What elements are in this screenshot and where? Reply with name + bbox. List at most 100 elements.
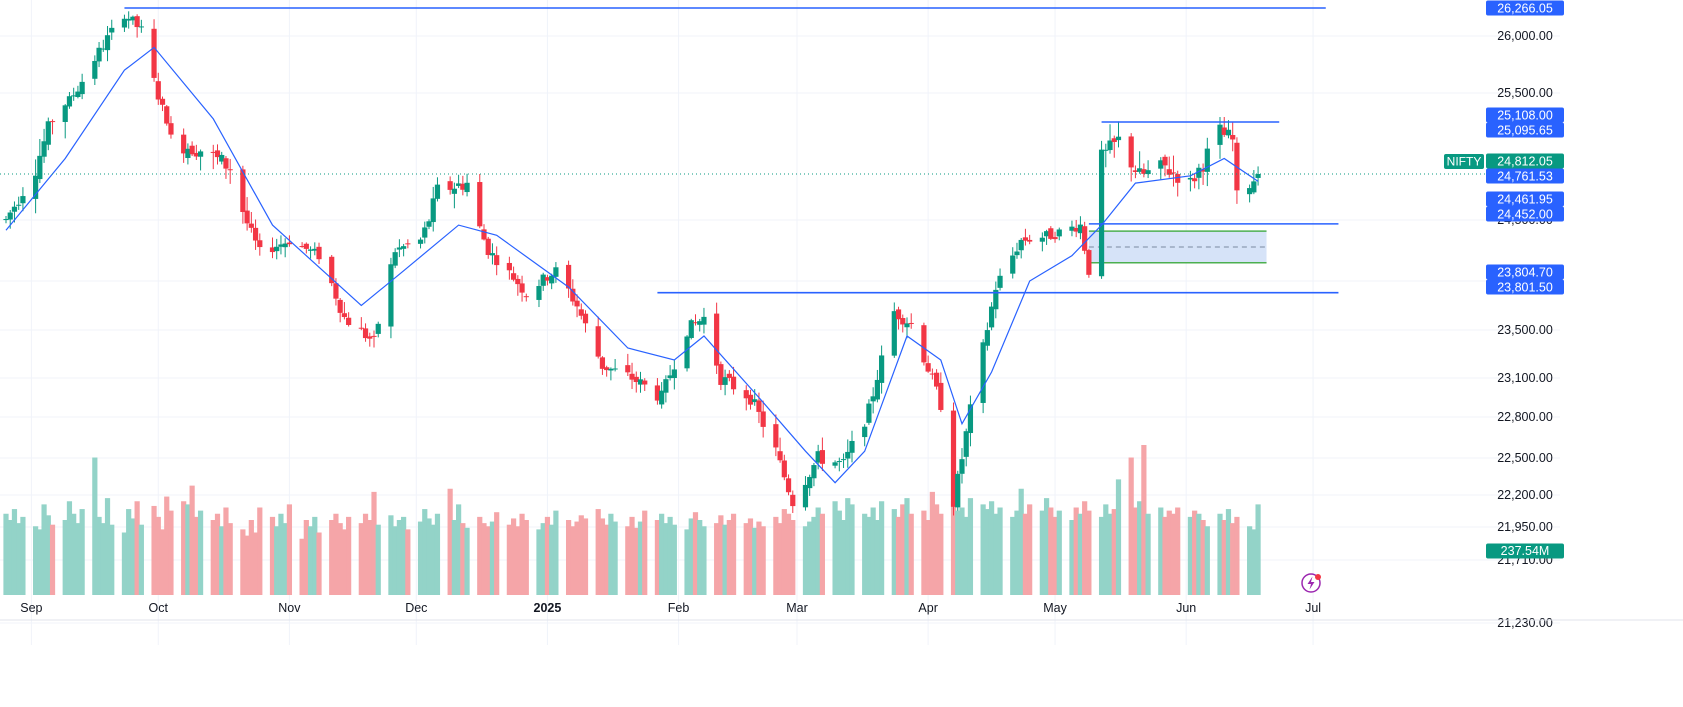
volume-tag-label: 237.54M [1501, 544, 1550, 558]
volume-bar [460, 523, 466, 595]
candle-body [684, 336, 690, 369]
candle-body [1230, 134, 1236, 140]
candle-body [515, 278, 521, 285]
volume-bar [790, 520, 796, 595]
volume-bar [934, 504, 940, 595]
candle-body [1255, 174, 1261, 178]
volume-bar [536, 529, 542, 595]
volume-bar [219, 526, 225, 595]
candle-body [1027, 239, 1033, 242]
volume-bar [1200, 520, 1206, 595]
candle-body [1082, 226, 1088, 251]
candle-body [654, 385, 661, 401]
candle-body [33, 175, 39, 199]
time-tick-label: Nov [278, 601, 301, 615]
candle-body [367, 336, 373, 339]
candle-body [642, 380, 648, 385]
candle-body [358, 327, 364, 329]
lightning-icon[interactable] [1301, 573, 1321, 593]
volume-bar [244, 535, 250, 595]
candle-body [967, 404, 974, 434]
volume-bar [1111, 509, 1117, 595]
volume-bar [252, 532, 259, 595]
price-tick-label: 21,950.00 [1497, 520, 1553, 534]
candle-body [168, 123, 174, 135]
candle-body [663, 379, 669, 393]
volume-bar [358, 523, 364, 595]
candle-body [104, 35, 111, 51]
demand-zone [1088, 231, 1267, 263]
volume-bar [955, 510, 961, 595]
volume-bar [1107, 513, 1113, 595]
volume-bar [570, 526, 576, 595]
volume-bar [1056, 510, 1062, 595]
volume-bar [417, 521, 424, 595]
candle-body [362, 328, 369, 339]
candle-body [1052, 237, 1058, 240]
volume-bar [100, 523, 106, 595]
candle-body [41, 141, 47, 157]
levels-layer[interactable] [0, 7, 1485, 294]
volume-bar [625, 526, 631, 595]
volume-bar [967, 498, 974, 595]
candle-body [392, 252, 398, 266]
volume-bar [37, 529, 43, 595]
notification-dot [1315, 574, 1321, 580]
candle-body [1166, 169, 1172, 175]
volume-bar [506, 524, 512, 595]
volume-bar [819, 513, 825, 595]
volume-bar [121, 532, 128, 595]
volume-bar [988, 501, 995, 595]
candle-body [963, 431, 969, 457]
candle-body [874, 379, 880, 400]
volume-bar [688, 518, 694, 595]
volume-bar [168, 510, 174, 595]
volume-bar [870, 507, 876, 595]
candle-body [904, 323, 910, 328]
candle-body [346, 317, 352, 325]
candle-body [1187, 177, 1193, 180]
volume-bar [392, 526, 398, 595]
volume-bar [993, 513, 999, 595]
candle-body [401, 246, 407, 249]
volume-bar [130, 518, 136, 595]
volume-bar [997, 507, 1003, 595]
volume-bar [642, 510, 648, 595]
candle-body [773, 424, 779, 448]
volume-bar [523, 520, 529, 595]
price-tag-label: 26,266.05 [1497, 2, 1553, 16]
volume-bar [756, 521, 762, 595]
time-axis[interactable]: Sep Oct Nov Dec 2025 Feb Mar Apr May Jun Jul [0, 601, 1683, 621]
volume-bar [299, 538, 305, 595]
volume-bar [104, 498, 111, 595]
lightning-icon-bolt [1307, 576, 1315, 590]
price-tag-label: 24,452.00 [1497, 208, 1553, 222]
candle-body [891, 311, 897, 356]
volume-bar [316, 532, 322, 595]
candle-body [1107, 140, 1113, 151]
icon-layer[interactable] [1301, 573, 1321, 593]
candle-body [984, 330, 990, 346]
candle-body [75, 91, 81, 98]
candle-layer [3, 11, 1261, 516]
volume-layer [3, 445, 1261, 595]
candle-body [578, 309, 584, 316]
volume-bar [629, 516, 635, 595]
volume-bar [181, 501, 187, 595]
volume-bar [1022, 513, 1029, 595]
volume-bar [312, 516, 318, 595]
candle-body [1128, 136, 1134, 168]
candle-body [760, 411, 766, 427]
volume-bar [866, 516, 872, 595]
candle-body [1141, 169, 1147, 174]
volume-bar [659, 513, 665, 595]
volume-bar [257, 507, 263, 595]
volume-bar [11, 509, 18, 595]
candle-body [193, 152, 199, 157]
volume-bar [811, 516, 817, 595]
volume-bar [1170, 513, 1177, 595]
volume-bar [773, 516, 779, 595]
candle-body [612, 368, 618, 370]
